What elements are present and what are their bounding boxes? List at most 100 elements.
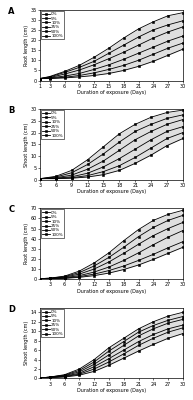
5% (182, 112, 184, 117)
50% (123, 264, 125, 268)
Line: 50%: 50% (38, 240, 184, 280)
5% (182, 18, 184, 23)
Line: 50%: 50% (38, 131, 184, 180)
50% (182, 130, 184, 135)
5% (167, 22, 169, 27)
Line: 100%: 100% (38, 332, 184, 379)
0% (93, 357, 95, 362)
10% (93, 267, 95, 272)
5% (152, 323, 154, 328)
5% (93, 59, 95, 64)
50% (39, 76, 41, 81)
50% (134, 155, 136, 160)
10% (152, 36, 154, 40)
0% (137, 227, 140, 232)
0% (63, 372, 66, 377)
5% (63, 70, 66, 75)
Legend: 0%, 5%, 10%, 25%, 50%, 100%: 0%, 5%, 10%, 25%, 50%, 100% (41, 110, 64, 139)
25% (55, 176, 57, 181)
100% (167, 53, 169, 58)
X-axis label: Duration of exposure (Days): Duration of exposure (Days) (77, 289, 146, 294)
0% (182, 10, 184, 15)
5% (182, 213, 184, 218)
0% (152, 218, 154, 223)
100% (63, 76, 66, 80)
25% (123, 348, 125, 352)
100% (118, 168, 120, 173)
100% (137, 262, 140, 267)
100% (134, 161, 136, 166)
100% (137, 349, 140, 354)
10% (108, 260, 110, 264)
5% (166, 116, 168, 121)
Line: 25%: 25% (38, 324, 184, 379)
100% (108, 271, 110, 276)
0% (167, 13, 169, 18)
0% (63, 69, 66, 74)
25% (39, 376, 41, 380)
10% (108, 56, 110, 61)
50% (63, 276, 66, 280)
5% (63, 373, 66, 378)
25% (93, 270, 95, 274)
0% (137, 326, 140, 331)
100% (108, 363, 110, 368)
10% (137, 43, 140, 48)
0% (49, 276, 51, 280)
5% (137, 330, 140, 334)
5% (39, 276, 41, 281)
5% (134, 129, 136, 134)
100% (39, 76, 41, 81)
0% (152, 319, 154, 324)
100% (167, 336, 169, 341)
Y-axis label: Root length (cm): Root length (cm) (24, 223, 29, 264)
10% (182, 117, 184, 122)
10% (102, 158, 105, 163)
Y-axis label: Shoot length (cm): Shoot length (cm) (24, 321, 29, 365)
100% (39, 376, 41, 380)
50% (152, 336, 154, 341)
5% (152, 28, 154, 32)
100% (167, 251, 169, 256)
25% (86, 171, 89, 176)
50% (182, 41, 184, 46)
25% (102, 164, 105, 169)
Line: 5%: 5% (38, 114, 184, 180)
25% (167, 326, 169, 331)
X-axis label: Duration of exposure (Days): Duration of exposure (Days) (77, 90, 146, 95)
50% (167, 46, 169, 50)
0% (102, 144, 105, 149)
Legend: 0%, 5%, 10%, 25%, 50%, 100%: 0%, 5%, 10%, 25%, 50%, 100% (41, 210, 64, 238)
100% (70, 176, 73, 181)
100% (49, 76, 51, 81)
25% (152, 332, 154, 337)
0% (86, 157, 89, 162)
5% (137, 34, 140, 39)
100% (49, 276, 51, 281)
10% (123, 50, 125, 54)
5% (167, 218, 169, 223)
100% (152, 257, 154, 262)
25% (49, 375, 51, 380)
5% (118, 140, 120, 144)
0% (78, 367, 80, 372)
0% (78, 63, 80, 68)
100% (150, 153, 152, 158)
25% (167, 39, 169, 44)
10% (93, 362, 95, 367)
5% (70, 170, 73, 175)
0% (55, 174, 57, 179)
0% (108, 250, 110, 255)
50% (49, 76, 51, 81)
10% (182, 24, 184, 29)
50% (137, 343, 140, 348)
5% (108, 255, 110, 260)
50% (78, 372, 80, 377)
5% (137, 234, 140, 239)
5% (39, 76, 41, 81)
0% (152, 19, 154, 24)
100% (123, 68, 125, 73)
100% (123, 267, 125, 272)
50% (70, 175, 73, 180)
0% (39, 376, 41, 380)
